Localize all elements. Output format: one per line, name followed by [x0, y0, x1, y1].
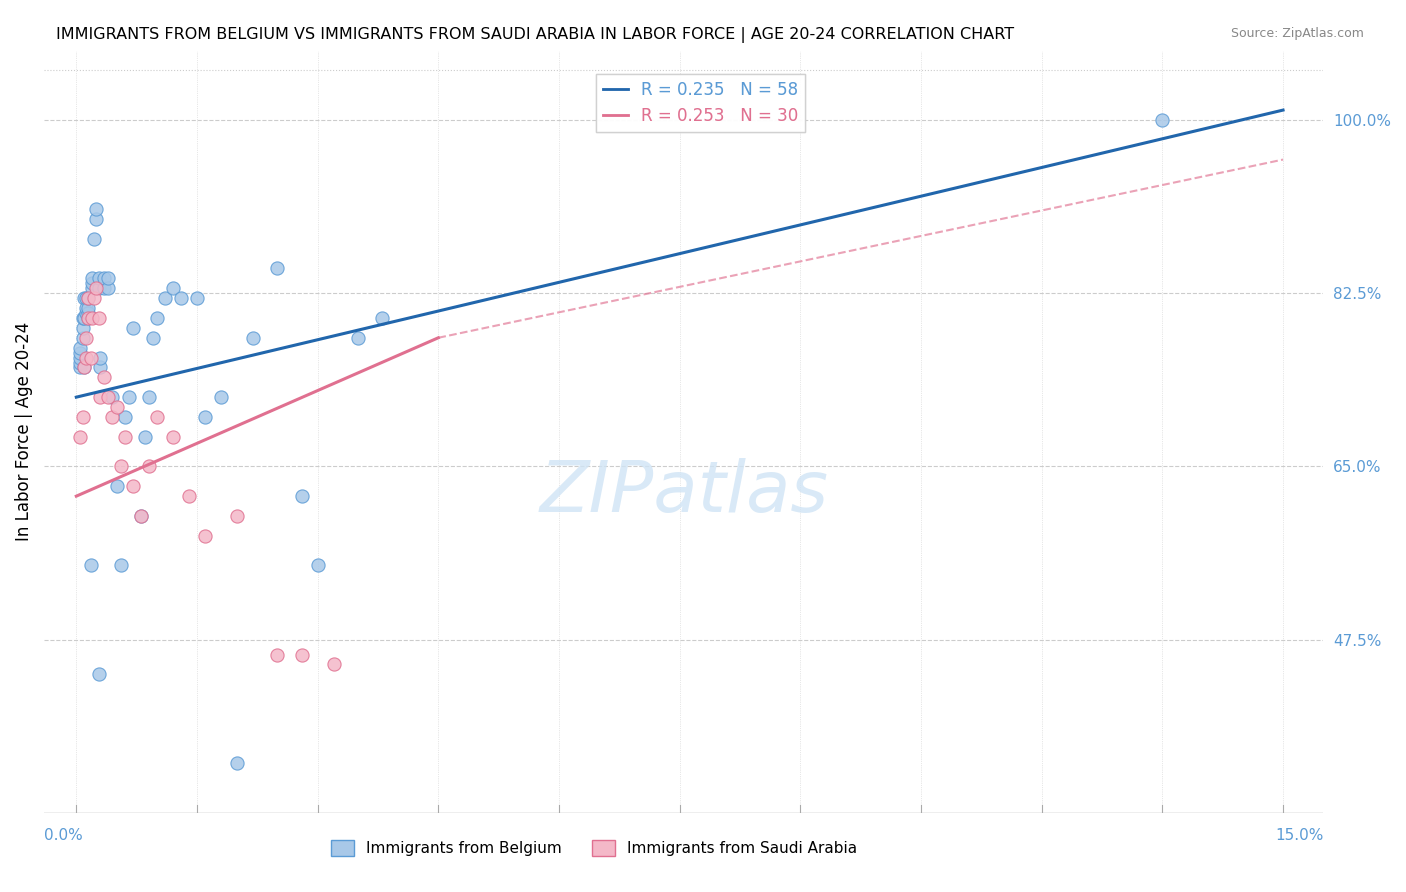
Point	[97, 271, 120, 285]
Point	[73, 360, 96, 375]
Point	[69, 360, 91, 375]
Point	[69, 430, 91, 444]
Point	[75, 331, 97, 345]
Point	[162, 281, 184, 295]
Point	[145, 409, 167, 424]
Point	[307, 558, 329, 573]
Point	[77, 291, 100, 305]
Point	[105, 400, 128, 414]
Text: 0.0%: 0.0%	[44, 828, 83, 843]
Point	[83, 291, 105, 305]
Text: IMMIGRANTS FROM BELGIUM VS IMMIGRANTS FROM SAUDI ARABIA IN LABOR FORCE | AGE 20-: IMMIGRANTS FROM BELGIUM VS IMMIGRANTS FR…	[56, 27, 1014, 43]
Point	[77, 310, 100, 325]
Point	[194, 529, 217, 543]
Point	[75, 291, 97, 305]
Point	[72, 409, 94, 424]
Point	[69, 341, 91, 355]
Point	[87, 667, 110, 681]
Point	[77, 306, 100, 320]
Point	[89, 351, 111, 365]
Point	[69, 345, 91, 359]
Point	[86, 202, 108, 216]
Text: 15.0%: 15.0%	[1275, 828, 1323, 843]
Point	[77, 301, 100, 315]
Point	[73, 310, 96, 325]
Point	[75, 351, 97, 365]
Point	[1152, 113, 1174, 128]
Point	[105, 479, 128, 493]
Point	[86, 281, 108, 295]
Point	[97, 281, 120, 295]
Point	[266, 261, 288, 276]
Point	[72, 331, 94, 345]
Point	[77, 310, 100, 325]
Point	[77, 291, 100, 305]
Point	[69, 355, 91, 369]
Point	[101, 390, 124, 404]
Point	[322, 657, 344, 672]
Point	[121, 479, 143, 493]
Point	[82, 277, 104, 291]
Point	[153, 291, 176, 305]
Point	[129, 508, 152, 523]
Point	[72, 321, 94, 335]
Point	[134, 430, 156, 444]
Point	[110, 459, 132, 474]
Point	[97, 390, 120, 404]
Point	[82, 281, 104, 295]
Point	[347, 331, 370, 345]
Point	[87, 271, 110, 285]
Point	[83, 232, 105, 246]
Point	[194, 409, 217, 424]
Point	[226, 508, 249, 523]
Point	[209, 390, 232, 404]
Point	[73, 291, 96, 305]
Point	[69, 351, 91, 365]
Legend: R = 0.235   N = 58, R = 0.253   N = 30: R = 0.235 N = 58, R = 0.253 N = 30	[596, 74, 806, 132]
Point	[170, 291, 193, 305]
Point	[89, 390, 111, 404]
Point	[87, 310, 110, 325]
Point	[142, 331, 165, 345]
Point	[80, 558, 103, 573]
Point	[138, 459, 160, 474]
Point	[75, 301, 97, 315]
Point	[86, 211, 108, 226]
Text: Source: ZipAtlas.com: Source: ZipAtlas.com	[1230, 27, 1364, 40]
Point	[80, 351, 103, 365]
Point	[73, 360, 96, 375]
Point	[162, 430, 184, 444]
Point	[177, 489, 200, 503]
Point	[266, 648, 288, 662]
Point	[138, 390, 160, 404]
Point	[114, 430, 136, 444]
Point	[82, 271, 104, 285]
Text: ZIPatlas: ZIPatlas	[538, 458, 828, 527]
Point	[129, 508, 152, 523]
Point	[72, 310, 94, 325]
Point	[186, 291, 208, 305]
Point	[89, 360, 111, 375]
Point	[290, 648, 312, 662]
Point	[75, 306, 97, 320]
Point	[87, 281, 110, 295]
Point	[82, 310, 104, 325]
Point	[93, 271, 115, 285]
Point	[101, 409, 124, 424]
Point	[226, 756, 249, 771]
Point	[114, 409, 136, 424]
Point	[290, 489, 312, 503]
Y-axis label: In Labor Force | Age 20-24: In Labor Force | Age 20-24	[15, 322, 32, 541]
Point	[121, 321, 143, 335]
Point	[145, 310, 167, 325]
Point	[93, 370, 115, 384]
Point	[117, 390, 139, 404]
Point	[242, 331, 264, 345]
Point	[371, 310, 394, 325]
Point	[93, 281, 115, 295]
Point	[110, 558, 132, 573]
